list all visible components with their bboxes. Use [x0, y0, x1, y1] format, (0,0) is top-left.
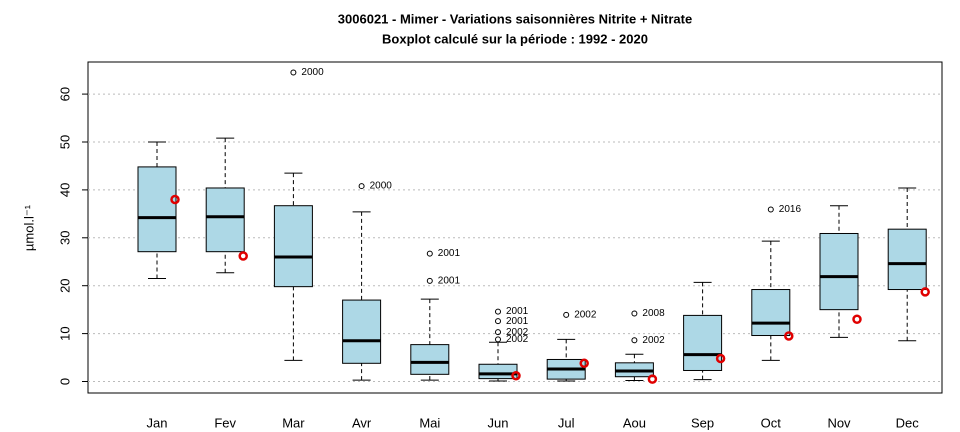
x-tick-label: Sep	[691, 415, 714, 430]
box	[137, 166, 177, 253]
current-point	[920, 287, 930, 297]
outlier-label: 2001	[438, 276, 461, 287]
current-point	[647, 374, 658, 384]
chart-title: 3006021 - Mimer - Variations saisonnière…	[338, 11, 692, 26]
x-tick-label: Aou	[623, 415, 646, 430]
outlier-label: 2002	[506, 334, 529, 345]
x-tick-label: Avr	[352, 415, 372, 430]
box	[751, 289, 791, 337]
outlier	[495, 308, 501, 315]
outlier-label: 2000	[370, 181, 393, 192]
outlier	[426, 250, 433, 257]
y-tick-label: 60	[57, 87, 72, 101]
y-axis-label: µmol.l⁻¹	[21, 204, 36, 251]
box	[887, 228, 927, 291]
box	[683, 314, 723, 371]
x-tick-label: Oct	[761, 415, 782, 430]
x-tick-label: Dec	[896, 415, 920, 430]
outlier	[495, 329, 501, 336]
outlier-label: 2016	[779, 204, 802, 215]
outlier-label: 2001	[506, 306, 529, 317]
box	[410, 344, 450, 375]
current-point	[852, 314, 862, 324]
outlier-label: 2001	[438, 248, 461, 259]
x-tick-label: Jun	[488, 415, 509, 430]
x-tick-label: Fev	[214, 415, 236, 430]
outlier	[290, 69, 297, 76]
current-point	[511, 371, 521, 381]
box	[819, 232, 859, 311]
outlier	[358, 183, 365, 190]
x-tick-label: Jan	[147, 415, 168, 430]
outlier	[426, 277, 433, 284]
x-tick-label: Jul	[558, 415, 575, 430]
x-tick-label: Nov	[827, 415, 851, 430]
outlier	[631, 337, 638, 344]
box	[342, 299, 382, 364]
y-tick-label: 10	[57, 326, 72, 340]
x-tick-label: Mai	[419, 415, 440, 430]
chart-subtitle: Boxplot calculé sur la période : 1992 - …	[382, 31, 648, 46]
outlier-label: 2002	[506, 327, 529, 338]
outlier-label: 2001	[506, 316, 529, 327]
plot-frame	[87, 61, 943, 394]
y-tick-label: 50	[57, 135, 72, 149]
box	[478, 363, 518, 380]
outlier	[631, 310, 638, 317]
box	[205, 187, 245, 253]
box	[273, 205, 313, 288]
current-point	[238, 251, 248, 261]
outlier-label: 2008	[642, 308, 665, 319]
current-point	[170, 194, 180, 205]
outlier	[495, 318, 501, 325]
outlier-label: 2002	[574, 310, 597, 321]
current-point	[784, 331, 794, 341]
current-point	[579, 358, 589, 369]
y-tick-label: 20	[57, 278, 72, 292]
x-tick-label: Mar	[282, 415, 305, 430]
outlier	[495, 336, 501, 343]
outlier	[563, 311, 570, 318]
y-tick-label: 40	[57, 183, 72, 197]
y-tick-label: 0	[57, 378, 72, 385]
outlier	[767, 206, 774, 213]
y-tick-label: 30	[57, 231, 72, 245]
outlier-label: 2002	[642, 335, 665, 346]
current-point	[715, 353, 726, 364]
outlier-label: 2000	[301, 67, 324, 78]
